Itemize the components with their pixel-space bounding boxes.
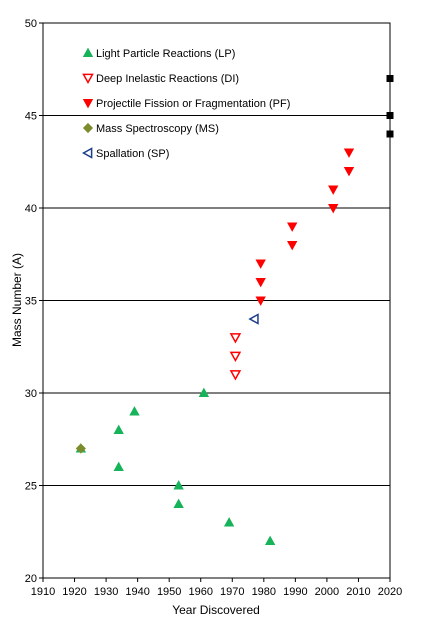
- data-point: [173, 480, 184, 490]
- data-point: [328, 203, 339, 214]
- legend-entry: Deep Inelastic Reactions (DI): [82, 73, 239, 85]
- legend-entry: Light Particle Reactions (LP): [82, 47, 235, 60]
- x-tick-label: 1950: [157, 586, 181, 598]
- x-tick-label: 2010: [346, 586, 370, 598]
- legend-label: Projectile Fission or Fragmentation (PF): [96, 98, 290, 110]
- y-tick-label: 40: [25, 203, 37, 215]
- y-tick-label: 20: [25, 573, 37, 585]
- data-point: [113, 424, 124, 435]
- y-axis: 20 25 30 35 40 45 50: [25, 18, 43, 585]
- data-point: [255, 277, 266, 288]
- axis-marker: [386, 130, 394, 138]
- data-point: [75, 443, 86, 454]
- data-point: [229, 370, 242, 381]
- legend-label: Deep Inelastic Reactions (DI): [96, 73, 239, 85]
- x-tick-label: 2000: [315, 586, 339, 598]
- x-axis-title: Year Discovered: [172, 603, 260, 617]
- legend-entry: Spallation (SP): [81, 147, 169, 160]
- x-tick-label: 1970: [220, 586, 244, 598]
- data-point: [129, 406, 140, 416]
- legend-marker: [82, 99, 94, 109]
- y-tick-label: 30: [25, 388, 37, 400]
- y-axis-title: Mass Number (A): [10, 253, 24, 347]
- y-tick-label: 35: [25, 296, 37, 308]
- x-axis: 1910 1920 1930 1940 1950 1960 1970 1980 1990 2000…: [31, 578, 402, 598]
- legend-marker: [82, 122, 94, 134]
- data-point: [343, 166, 355, 177]
- data-point: [223, 517, 235, 527]
- data-point: [113, 461, 124, 472]
- data-point: [287, 222, 298, 232]
- axis-marker: [386, 75, 394, 82]
- x-tick-label: 1940: [125, 586, 149, 598]
- x-tick-label: 2020: [378, 586, 402, 598]
- x-tick-label: 1980: [252, 586, 276, 598]
- data-point: [255, 296, 266, 306]
- data-point: [255, 259, 266, 269]
- data-point: [229, 351, 242, 363]
- y-tick-label: 25: [25, 481, 37, 493]
- data-points: [75, 75, 394, 545]
- x-tick-label: 1910: [31, 586, 55, 598]
- data-point: [229, 333, 242, 344]
- legend-entry: Projectile Fission or Fragmentation (PF): [82, 98, 290, 110]
- legend-marker: [82, 47, 94, 57]
- legend-label: Light Particle Reactions (LP): [96, 48, 235, 60]
- x-tick-label: 1960: [188, 586, 212, 598]
- legend-marker: [82, 73, 94, 85]
- legend-label: Spallation (SP): [96, 148, 169, 160]
- data-point: [287, 240, 298, 251]
- y-tick-label: 50: [25, 18, 37, 30]
- x-tick-label: 1920: [62, 586, 86, 598]
- x-tick-label: 1930: [94, 586, 118, 598]
- x-tick-label: 1990: [283, 586, 307, 598]
- data-point: [343, 148, 355, 158]
- data-point: [198, 387, 210, 398]
- legend-label: Mass Spectroscopy (MS): [96, 123, 219, 135]
- legend: Light Particle Reactions (LP) Deep Inelas…: [81, 47, 290, 160]
- legend-marker: [81, 147, 93, 159]
- data-point: [173, 498, 184, 509]
- legend-entry: Mass Spectroscopy (MS): [82, 122, 219, 135]
- y-tick-label: 45: [25, 111, 37, 123]
- data-point: [264, 535, 276, 545]
- data-point: [328, 185, 339, 195]
- data-point: [248, 313, 259, 325]
